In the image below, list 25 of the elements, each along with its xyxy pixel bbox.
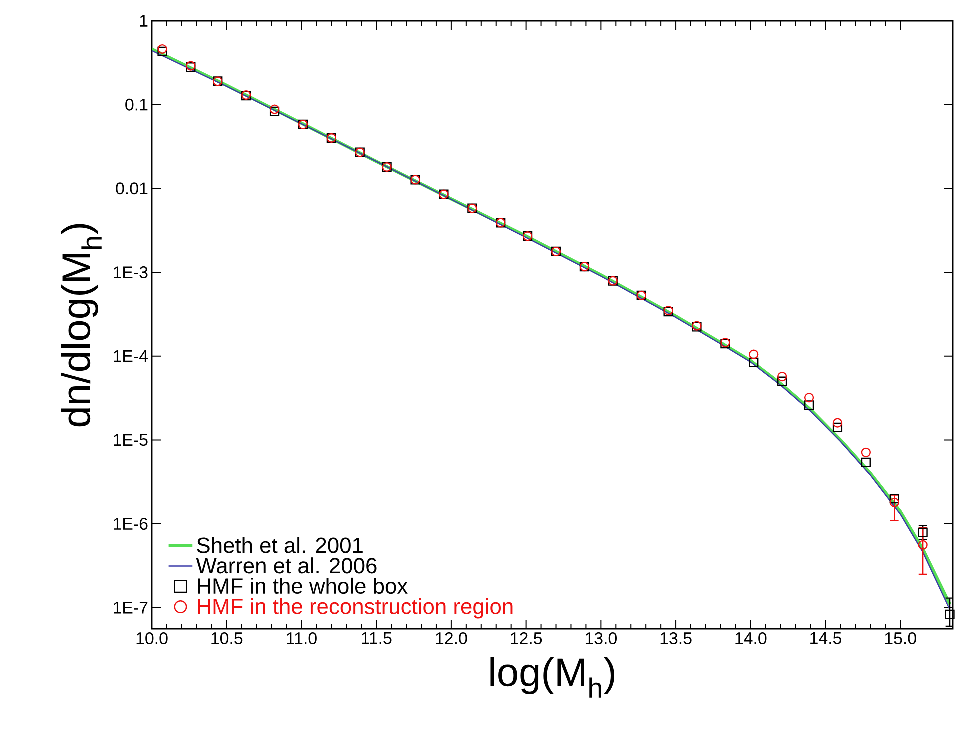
y-tick-label: 1E-6 <box>114 518 148 530</box>
legend-label: HMF in the whole box <box>198 578 408 594</box>
y-axis-title: dn/dlog(M$_{h}$) <box>61 224 102 427</box>
y-tick-label: 1 <box>140 15 148 27</box>
y-tick-label: 1E-7 <box>114 602 148 614</box>
x-tick-label: 14.5 <box>810 632 842 644</box>
y-tick-label: 0.1 <box>126 98 148 111</box>
x-tick-label: 13.5 <box>660 632 692 645</box>
y-tick-label: 1E-3 <box>114 266 148 279</box>
x-tick-label: 12.0 <box>436 632 468 645</box>
x-tick-label: 10.5 <box>212 632 243 645</box>
x-axis-title: log(M$_{h}$) <box>490 657 615 698</box>
x-tick-label: 15.0 <box>885 632 916 645</box>
legend-label: Sheth et al. 2001 <box>197 537 363 554</box>
x-tick-label: 14.0 <box>736 632 767 645</box>
x-tick-label: 12.5 <box>511 632 542 645</box>
y-tick-label: 0.01 <box>116 182 148 195</box>
x-tick-label: 11.0 <box>287 632 317 645</box>
y-tick-label: 1E-5 <box>114 434 148 446</box>
x-tick-label: 13.0 <box>586 632 617 645</box>
legend-label: Warren et al. 2006 <box>196 558 377 574</box>
x-tick-label: 10.0 <box>136 632 168 645</box>
x-tick-label: 11.5 <box>362 632 392 644</box>
legend-label: HMF in the reconstruction region <box>198 598 513 619</box>
y-tick-label: 1E-4 <box>114 350 148 362</box>
